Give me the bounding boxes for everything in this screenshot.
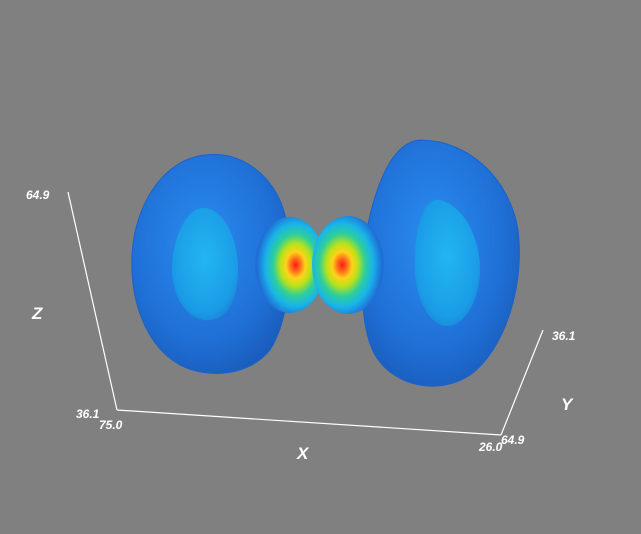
axes-frame xyxy=(67,191,544,436)
z-axis-title: Z xyxy=(31,304,43,323)
y-min-label: 64.9 xyxy=(501,433,525,447)
left-core-lobe xyxy=(255,217,325,313)
left-outer-shell xyxy=(131,153,291,374)
right-outer-shell xyxy=(361,139,520,387)
z-min-label: 36.1 xyxy=(76,407,100,421)
y-axis-line xyxy=(500,329,544,436)
z-axis-line xyxy=(67,191,118,411)
x-axis-line xyxy=(116,409,502,436)
right-core-lobe xyxy=(312,216,384,314)
z-max-label: 64.9 xyxy=(26,188,50,202)
x-axis-title: X xyxy=(296,444,310,463)
y-max-label: 36.1 xyxy=(552,329,576,343)
x-max-label: 26.0 xyxy=(478,440,503,454)
x-min-label: 75.0 xyxy=(99,418,123,432)
y-axis-title: Y xyxy=(561,395,574,414)
